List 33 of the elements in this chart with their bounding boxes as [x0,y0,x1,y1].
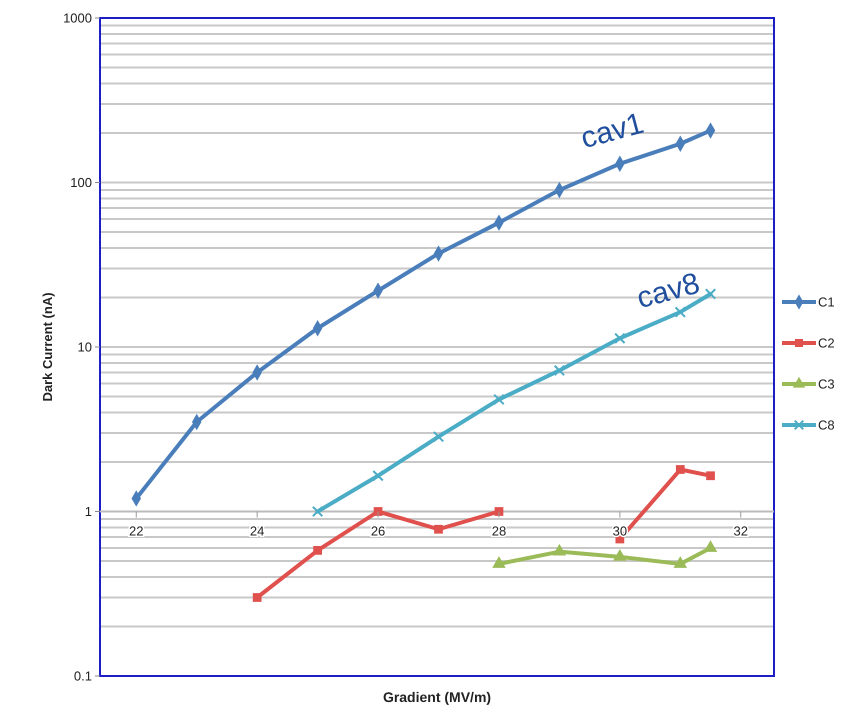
x-tick-label: 32 [734,524,748,538]
point [432,430,444,442]
point [312,506,324,518]
point [374,507,382,516]
point [554,364,566,376]
y-tick-label: 10 [78,340,92,355]
x-tick-label: 28 [492,524,506,538]
y-tick-label: 1000 [63,10,92,26]
point [434,524,443,534]
point [706,471,715,480]
x-tick-label: 24 [250,524,264,538]
point [674,306,686,318]
annotation: cav1 [577,106,648,156]
legend-label: C3 [818,376,835,392]
point [313,546,322,555]
x-axis-title: Gradient (MV/m) [382,689,492,705]
y-axis-title: Dark Current (nA) [40,292,55,402]
x-tick-label: 26 [370,524,386,538]
annotation: cav8 [633,266,704,316]
point [493,394,505,406]
point [614,332,626,344]
legend-label: C8 [818,418,835,433]
legend-label: C1 [818,294,835,310]
point [676,465,685,474]
point [494,507,504,516]
y-tick-label: 1 [84,504,92,520]
legend-label: C2 [818,336,835,351]
point [704,288,716,300]
point [252,593,262,602]
point [372,470,384,482]
y-tick-label: 100 [70,175,92,190]
y-tick-label: 0.1 [74,668,92,684]
x-tick-label: 22 [129,524,144,538]
